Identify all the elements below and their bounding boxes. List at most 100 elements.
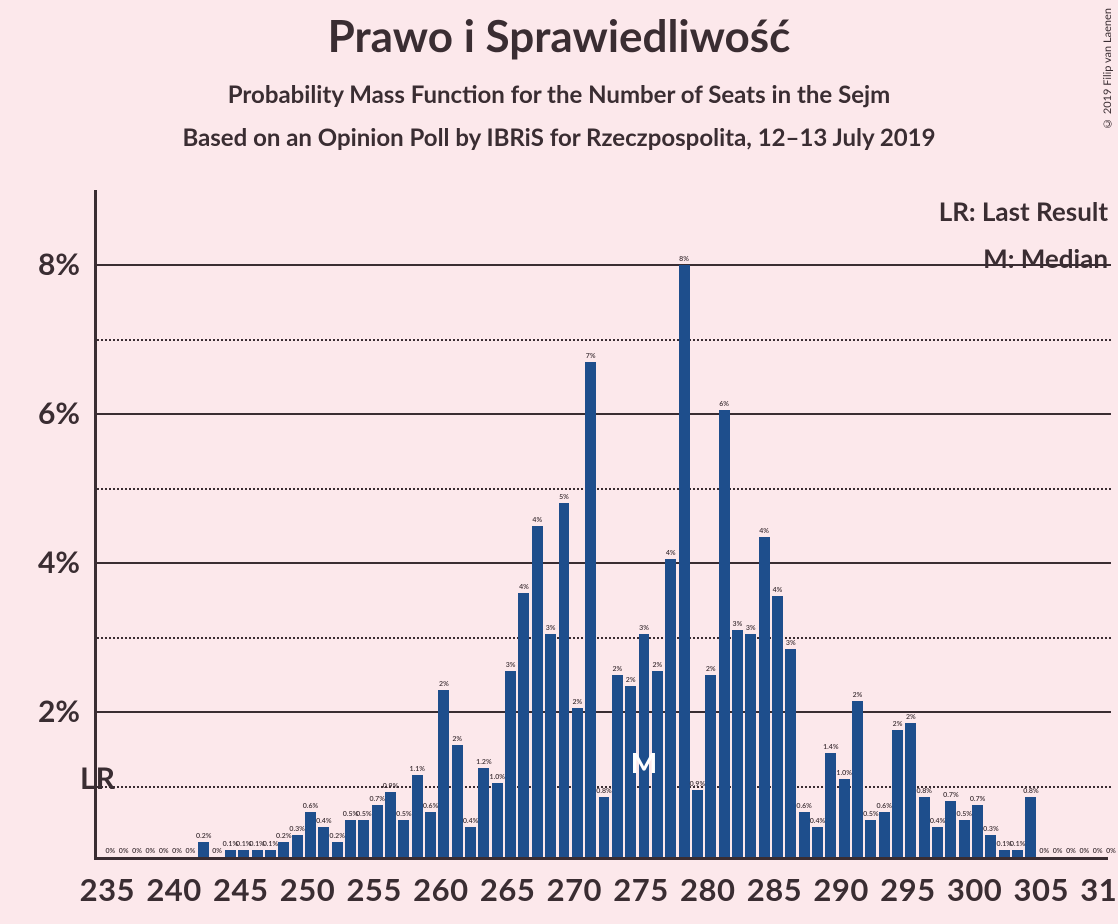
bar-value-label: 0% xyxy=(119,847,129,855)
bar xyxy=(812,827,823,857)
bar-value-label: 6% xyxy=(719,400,729,408)
bar-value-label: 0% xyxy=(1079,847,1089,855)
x-tick-label: 260 xyxy=(413,870,468,908)
bar-value-label: 2% xyxy=(706,665,716,673)
bar xyxy=(478,768,489,857)
x-tick-label: 310 xyxy=(1080,870,1118,908)
bar xyxy=(945,801,956,857)
bar-value-label: 1.0% xyxy=(490,773,505,781)
bar xyxy=(305,812,316,857)
x-tick-label: 255 xyxy=(346,870,401,908)
y-tick-label: 2% xyxy=(38,693,80,729)
bar-value-label: 0% xyxy=(1106,847,1116,855)
bar xyxy=(692,790,703,857)
bar xyxy=(492,783,503,857)
bar-value-label: 0% xyxy=(1053,847,1063,855)
bar xyxy=(292,835,303,857)
bar-value-label: 3% xyxy=(746,624,756,632)
bar xyxy=(665,559,676,857)
bar xyxy=(572,708,583,857)
bar xyxy=(225,850,236,857)
bar xyxy=(892,730,903,857)
bar-value-label: 0.4% xyxy=(810,817,825,825)
bar xyxy=(345,820,356,857)
bar-value-label: 3% xyxy=(546,624,556,632)
x-tick-label: 235 xyxy=(80,870,135,908)
bar-value-label: 0.8% xyxy=(596,787,611,795)
x-tick-label: 240 xyxy=(146,870,201,908)
bar-value-label: 2% xyxy=(452,735,462,743)
bar xyxy=(252,850,263,857)
bar-value-label: 3% xyxy=(786,639,796,647)
bar xyxy=(959,820,970,857)
bar-value-label: 0% xyxy=(1039,847,1049,855)
bar-value-label: 3% xyxy=(639,624,649,632)
bar-value-label: 0.6% xyxy=(796,802,811,810)
bar-value-label: 0% xyxy=(132,847,142,855)
bar-value-label: 0.4% xyxy=(463,817,478,825)
chart-area: 0%0%0%0%0%0%0%0.2%0%0.1%0.1%0.1%0.1%0.2%… xyxy=(94,190,1118,860)
bar-value-label: 3% xyxy=(506,661,516,669)
bar xyxy=(278,842,289,857)
bar xyxy=(372,805,383,857)
bar-value-label: 0.7% xyxy=(970,795,985,803)
bar-value-label: 2% xyxy=(612,665,622,673)
bar xyxy=(238,850,249,857)
bar-value-label: 0.2% xyxy=(276,832,291,840)
bar-value-label: 4% xyxy=(519,583,529,591)
x-tick-label: 295 xyxy=(880,870,935,908)
bar-value-label: 0.6% xyxy=(876,802,891,810)
bar xyxy=(505,671,516,857)
bar xyxy=(585,362,596,857)
bar xyxy=(559,503,570,857)
bar-value-label: 0.8% xyxy=(916,787,931,795)
bar xyxy=(679,265,690,857)
x-tick-label: 250 xyxy=(280,870,335,908)
bar xyxy=(465,827,476,857)
bar-value-label: 0% xyxy=(105,847,115,855)
x-tick-label: 270 xyxy=(547,870,602,908)
chart-title: Prawo i Sprawiedliwość xyxy=(0,0,1118,62)
bar-value-label: 2% xyxy=(626,676,636,684)
bar-value-label: 0.2% xyxy=(329,832,344,840)
legend-median: M: Median xyxy=(983,242,1108,274)
bar-value-label: 1.2% xyxy=(476,758,491,766)
bar xyxy=(719,410,730,857)
bar xyxy=(412,775,423,857)
bar-value-label: 0.1% xyxy=(1010,840,1025,848)
bar-value-label: 1.0% xyxy=(836,769,851,777)
bar-value-label: 0% xyxy=(186,847,196,855)
bar-value-label: 2% xyxy=(572,698,582,706)
bar xyxy=(772,596,783,857)
bar xyxy=(999,850,1010,857)
x-tick-label: 305 xyxy=(1014,870,1069,908)
bar xyxy=(879,812,890,857)
bars-container: 0%0%0%0%0%0%0%0.2%0%0.1%0.1%0.1%0.1%0.2%… xyxy=(97,187,1111,857)
bar xyxy=(865,820,876,857)
bar-value-label: 4% xyxy=(532,516,542,524)
bar xyxy=(198,842,209,857)
bar-value-label: 0.1% xyxy=(263,840,278,848)
chart-subtitle-2: Based on an Opinion Poll by IBRiS for Rz… xyxy=(0,123,1118,152)
bar xyxy=(985,835,996,857)
bar xyxy=(759,537,770,857)
bar xyxy=(839,779,850,857)
bar xyxy=(265,850,276,857)
bar-value-label: 2% xyxy=(853,691,863,699)
bar-value-label: 8% xyxy=(679,255,689,263)
bar-value-label: 0.6% xyxy=(423,802,438,810)
bar-value-label: 0.4% xyxy=(316,817,331,825)
bar-value-label: 0.9% xyxy=(690,780,705,788)
bar-value-label: 0.4% xyxy=(930,817,945,825)
bar xyxy=(599,797,610,857)
bar xyxy=(785,649,796,857)
bar-value-label: 4% xyxy=(773,586,783,594)
bar xyxy=(532,526,543,857)
bar-value-label: 2% xyxy=(439,680,449,688)
bar-value-label: 0.7% xyxy=(943,791,958,799)
bar-value-label: 0% xyxy=(172,847,182,855)
bar xyxy=(825,753,836,857)
bar xyxy=(332,842,343,857)
x-tick-label: 285 xyxy=(747,870,802,908)
y-tick-label: 8% xyxy=(38,246,80,282)
